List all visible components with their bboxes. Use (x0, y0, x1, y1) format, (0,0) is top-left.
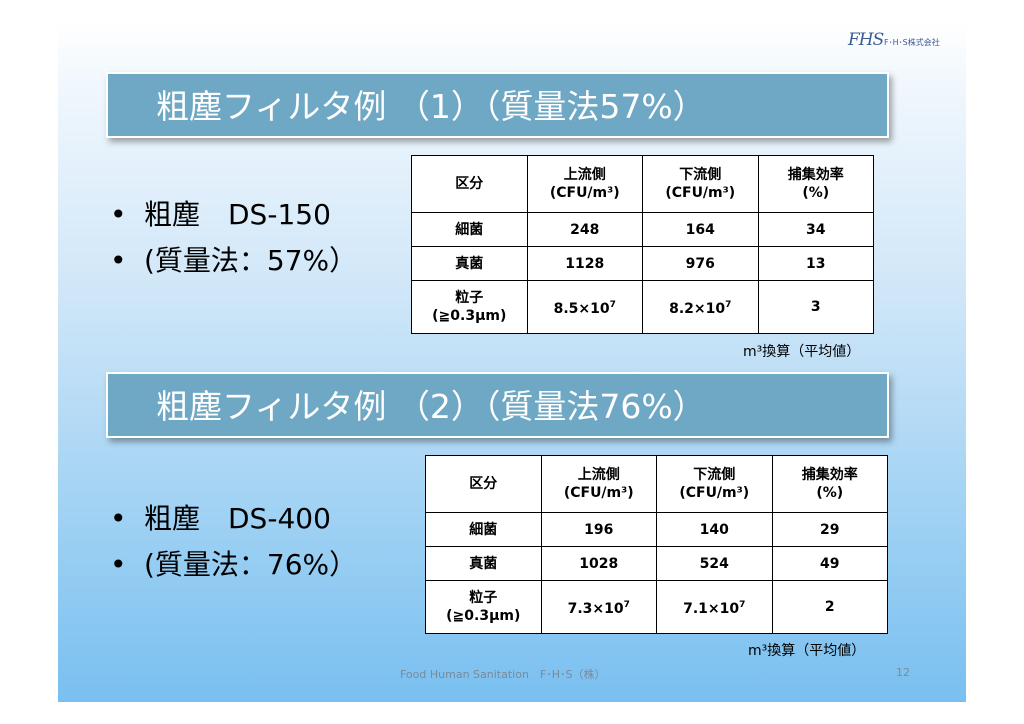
bullet-dot-icon: • (110, 244, 127, 277)
table-header-row: 区分 上流側 (CFU/m³) 下流側 (CFU/m³) 捕集効率 (%) (411, 155, 874, 213)
bullet-text: 粗塵 DS-400 (144, 502, 331, 535)
table-row: 真菌 1128 976 13 (411, 246, 874, 281)
cell-efficiency: 49 (771, 546, 888, 581)
bullet-item: • (質量法：57%） (110, 238, 357, 284)
header-downstream: 下流側 (CFU/m³) (656, 455, 773, 513)
bullet-item: • 粗塵 DS-400 (110, 496, 357, 542)
cell-efficiency: 13 (757, 246, 874, 281)
table-header-row: 区分 上流側 (CFU/m³) 下流側 (CFU/m³) 捕集効率 (%) (425, 455, 888, 513)
cell-upstream: 196 (540, 512, 657, 547)
header-efficiency: 捕集効率 (%) (771, 455, 888, 513)
cell-efficiency: 34 (757, 212, 874, 247)
cell-label: 細菌 (425, 512, 542, 547)
cell-label: 細菌 (411, 212, 528, 247)
section2-note: m³換算（平均値） (748, 643, 866, 659)
cell-efficiency: 3 (757, 280, 874, 334)
section2-table: 区分 上流側 (CFU/m³) 下流側 (CFU/m³) 捕集効率 (%) 細菌 19… (425, 455, 888, 634)
cell-downstream: 8.2×107 (642, 280, 759, 334)
cell-upstream: 8.5×107 (526, 280, 643, 334)
company-logo: FHS F･H･S株式会社 (848, 30, 966, 54)
section1-bullets: • 粗塵 DS-150 • (質量法：57%） (110, 192, 357, 284)
header-upstream: 上流側 (CFU/m³) (526, 155, 643, 213)
cell-efficiency: 2 (771, 580, 888, 634)
logo-text: F･H･S株式会社 (884, 38, 940, 47)
section1-table: 区分 上流側 (CFU/m³) 下流側 (CFU/m³) 捕集効率 (%) 細菌 24… (411, 155, 874, 334)
bullet-text: (質量法：76%） (144, 548, 358, 581)
bullet-text: 粗塵 DS-150 (144, 198, 331, 231)
cell-downstream: 164 (642, 212, 759, 247)
header-upstream: 上流側 (CFU/m³) (540, 455, 657, 513)
cell-upstream: 1128 (526, 246, 643, 281)
slide: FHS F･H･S株式会社 粗塵フィルタ例 （1）（質量法57%） • 粗塵 DS… (58, 22, 966, 702)
cell-upstream: 7.3×107 (540, 580, 657, 634)
cell-label: 粒子 (≧0.3μm) (425, 580, 542, 634)
table-row: 細菌 196 140 29 (425, 512, 888, 547)
header-category: 区分 (425, 455, 542, 513)
table-row: 真菌 1028 524 49 (425, 546, 888, 581)
bullet-dot-icon: • (110, 502, 127, 535)
bullet-dot-icon: • (110, 198, 127, 231)
header-efficiency: 捕集効率 (%) (757, 155, 874, 213)
section1-note: m³換算（平均値） (743, 344, 861, 360)
cell-label: 真菌 (411, 246, 528, 281)
bullet-dot-icon: • (110, 548, 127, 581)
cell-upstream: 1028 (540, 546, 657, 581)
cell-downstream: 7.1×107 (656, 580, 773, 634)
logo-mark: FHS (848, 30, 884, 50)
page-number: 12 (896, 666, 910, 679)
bullet-item: • 粗塵 DS-150 (110, 192, 357, 238)
footer-text: Food Human Sanitation F･H･S（株） (400, 668, 606, 681)
bullet-text: (質量法：57%） (144, 244, 358, 277)
cell-upstream: 248 (526, 212, 643, 247)
bullet-item: • (質量法：76%） (110, 542, 357, 588)
table-row: 細菌 248 164 34 (411, 212, 874, 247)
section2-title: 粗塵フィルタ例 （2）（質量法76%） (106, 372, 889, 438)
cell-downstream: 976 (642, 246, 759, 281)
cell-label: 真菌 (425, 546, 542, 581)
cell-efficiency: 29 (771, 512, 888, 547)
section1-title: 粗塵フィルタ例 （1）（質量法57%） (106, 72, 889, 138)
section2-bullets: • 粗塵 DS-400 • (質量法：76%） (110, 496, 357, 588)
table-row: 粒子 (≧0.3μm) 7.3×107 7.1×107 2 (425, 580, 888, 634)
cell-label: 粒子 (≧0.3μm) (411, 280, 528, 334)
header-downstream: 下流側 (CFU/m³) (642, 155, 759, 213)
cell-downstream: 524 (656, 546, 773, 581)
cell-downstream: 140 (656, 512, 773, 547)
header-category: 区分 (411, 155, 528, 213)
table-row: 粒子 (≧0.3μm) 8.5×107 8.2×107 3 (411, 280, 874, 334)
